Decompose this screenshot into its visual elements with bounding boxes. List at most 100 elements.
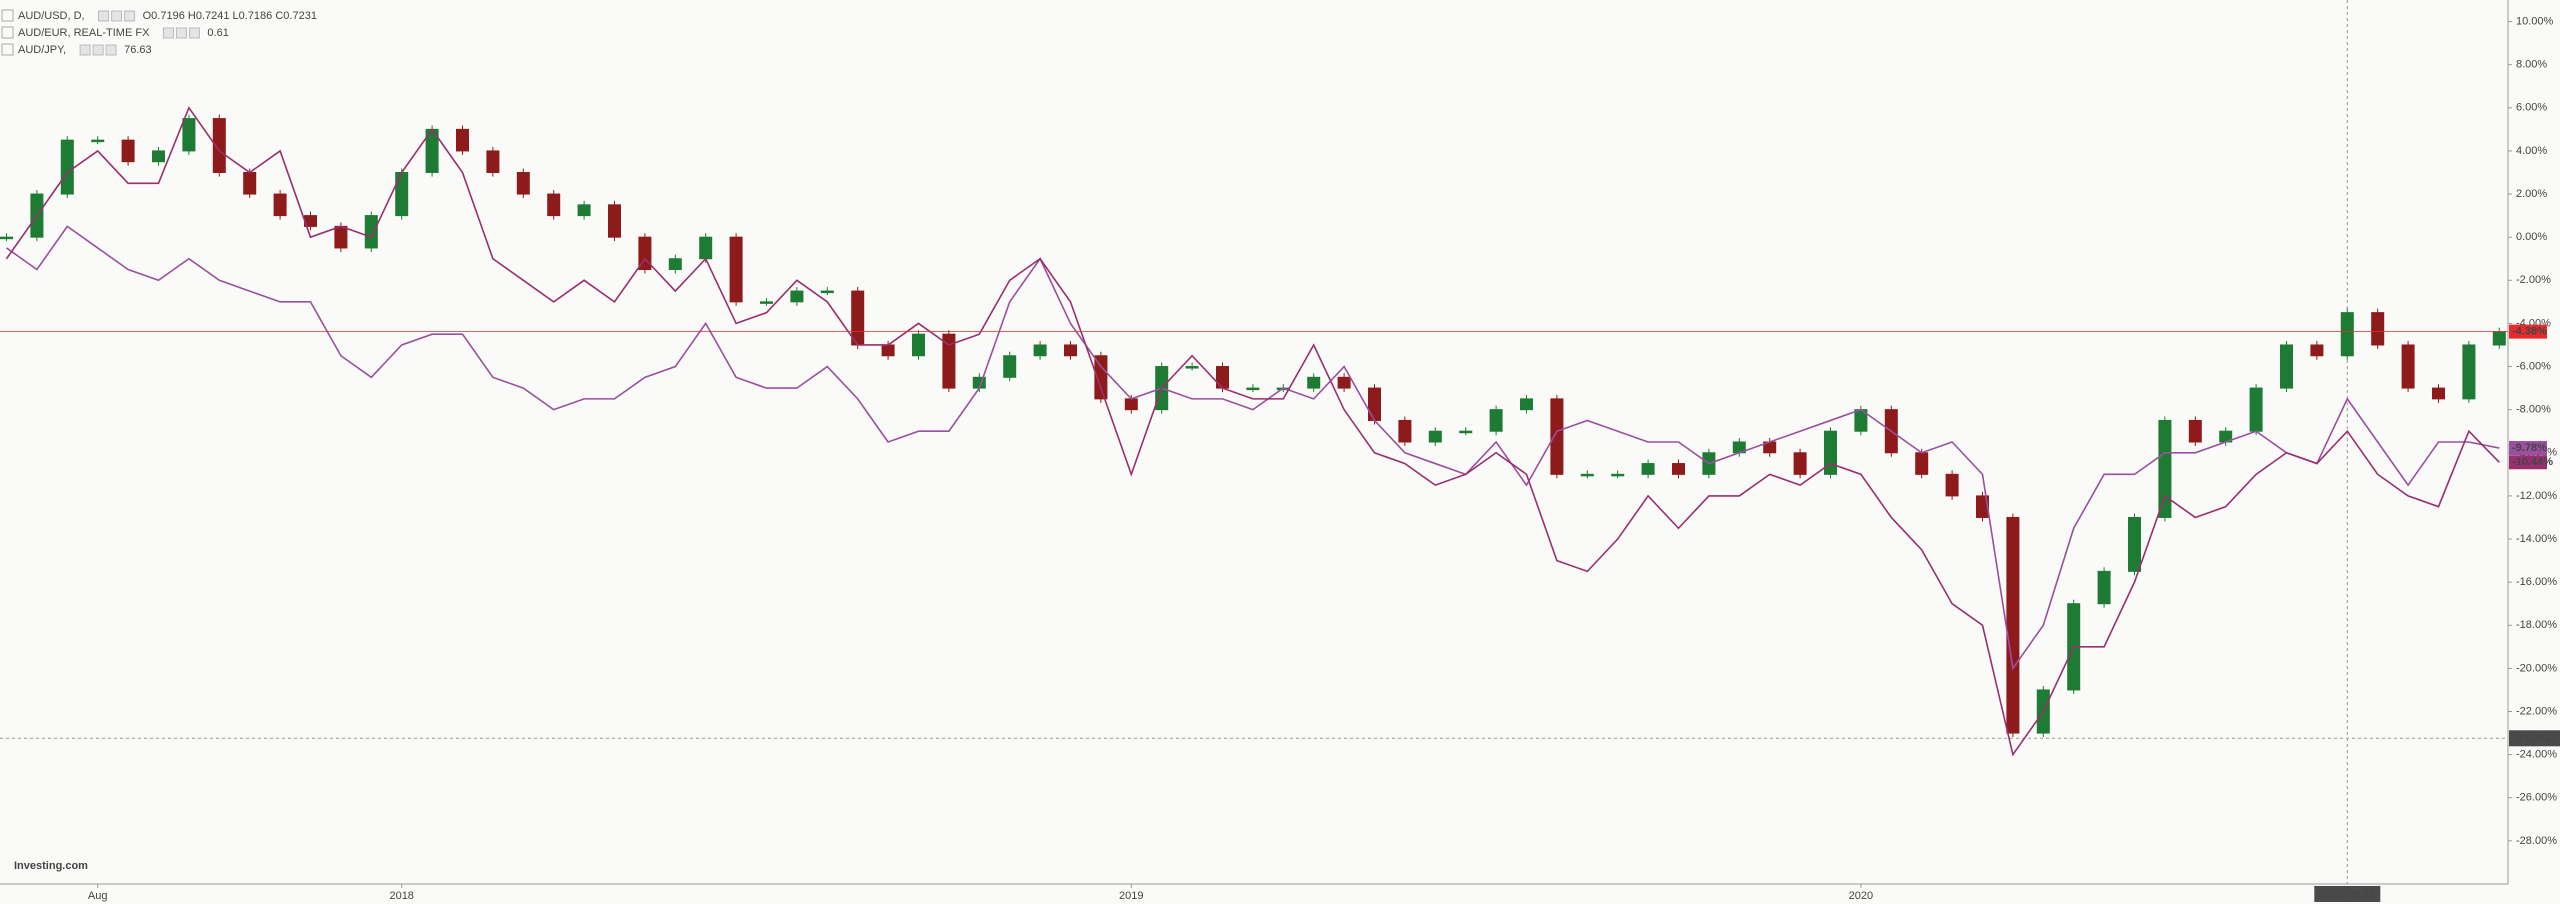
candle [1793,452,1807,475]
candle [273,193,287,217]
candle [881,344,895,357]
candle [212,118,226,173]
legend-quote: 0.61 [207,27,228,39]
candle [1398,419,1412,443]
candle [2158,419,2172,518]
candle [1307,376,1321,389]
candle [456,128,469,152]
legend-quote: 76.63 [124,44,152,56]
candle [395,171,409,217]
legend-button[interactable] [105,44,117,56]
candle [2188,419,2202,443]
candle [1428,430,1442,443]
candle [1185,366,1199,369]
candle [2249,387,2263,432]
candle [790,290,804,303]
candle [760,301,773,304]
candle [1976,495,1989,518]
candle [60,139,74,195]
candle [547,193,561,217]
candle [699,236,713,260]
candle [121,139,135,163]
candle [912,333,925,357]
candle [1945,473,1959,497]
y-tick-label: -14.00% [2516,533,2557,545]
legend-quote: O0.7196 H0.7241 L0.7186 C0.7231 [143,10,317,22]
y-tick-label: 6.00% [2516,102,2547,114]
candle [0,236,13,240]
candle [1094,355,1108,400]
legend-button[interactable] [175,27,187,39]
candle [1064,344,1077,357]
y-tick-label: -16.00% [2516,576,2557,588]
legend-button[interactable] [162,27,174,39]
candle [577,204,591,217]
end-badge [2509,455,2547,470]
crosshair-y-label: -23.2421 [2513,732,2556,744]
y-tick-label: -22.00% [2516,705,2557,717]
end-badge [2509,441,2547,456]
y-tick-label: -20.00% [2516,662,2557,674]
legend-button[interactable] [111,10,123,22]
x-tick-label: 2019 [1119,890,1143,902]
candle [1520,398,1533,411]
candle [182,118,196,152]
crosshair-y-badge [2509,730,2560,747]
candle [668,258,682,271]
candle [942,333,956,389]
y-tick-label: 8.00% [2516,59,2547,71]
legend-button[interactable] [92,44,104,56]
candle [486,150,500,173]
y-tick-label: -28.00% [2516,835,2557,847]
y-tick-label: -12.00% [2516,490,2557,502]
candle [2310,344,2324,357]
candle [2128,516,2141,572]
candle [1489,409,1503,432]
legend-name: AUD/EUR, REAL-TIME FX [18,27,150,39]
y-tick-label: 4.00% [2516,145,2547,157]
candle [1824,430,1837,475]
end-label: -4.38% [2512,326,2547,338]
candle [2097,570,2111,605]
legend-button[interactable] [188,27,200,39]
end-label: -9.78% [2512,442,2547,454]
candle [1580,473,1594,477]
candle [851,290,865,346]
candle [91,139,105,143]
candle [152,150,165,163]
candle [2371,312,2385,346]
x-tick-label: 2020 [1849,890,1873,902]
candle [1611,473,1625,477]
candle [334,225,348,249]
candle [1550,398,1564,475]
candle [516,171,530,195]
candle [2401,344,2415,389]
candle [1915,452,1929,475]
candle [2432,387,2445,400]
y-tick-label: -6.00% [2516,360,2551,372]
candle [1246,387,1260,391]
candle [1216,366,1229,389]
candle [608,204,621,238]
y-tick-label: 0.00% [2516,231,2547,243]
candle [243,171,257,195]
watermark: Investing.com [14,860,88,872]
candle [820,290,834,294]
legend-button[interactable] [79,44,91,56]
candle [2462,344,2476,400]
y-tick-label: 10.00% [2516,15,2554,27]
candle [1033,344,1047,357]
candle [1003,355,1017,378]
crosshair-x-badge [2314,886,2381,902]
candle [2280,344,2293,389]
candle [364,215,378,249]
legend-button[interactable] [98,10,110,22]
candle [2340,312,2354,357]
legend-button[interactable] [124,10,136,22]
candle [729,236,743,303]
y-tick-label: -26.00% [2516,792,2557,804]
legend-toggle [1,43,14,56]
candle [2006,516,2020,734]
legend-name: AUD/JPY, [18,44,66,56]
